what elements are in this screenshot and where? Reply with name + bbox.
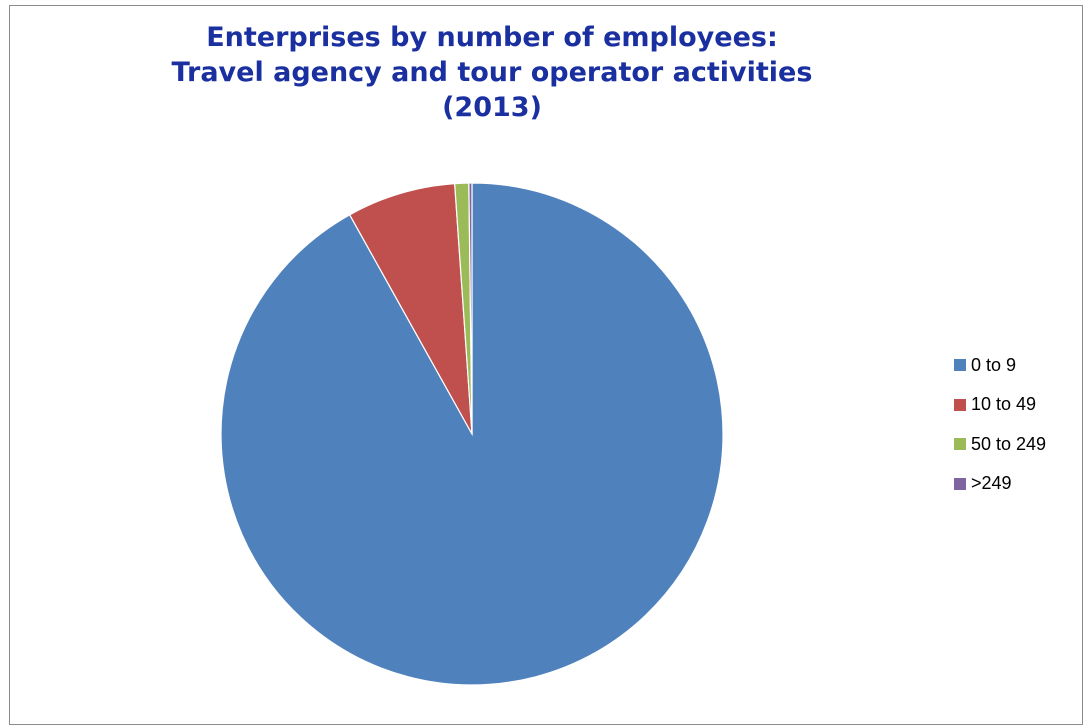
pie-slice-10-to-49	[348, 182, 473, 435]
legend-item-50-to-249: 50 to 249	[954, 434, 1046, 454]
legend-item-over-249: >249	[954, 473, 1046, 494]
legend-label: 0 to 9	[971, 354, 1017, 375]
pie-chart	[220, 182, 724, 686]
legend-item-0-to-9: 0 to 9	[954, 355, 1046, 375]
legend-label: >249	[971, 473, 1012, 493]
legend-swatch	[954, 438, 966, 450]
legend-label: 50 to 249	[971, 433, 1047, 454]
legend-swatch	[954, 398, 966, 411]
chart-title-line-3: (2013)	[442, 92, 542, 123]
chart-frame: Enterprises by number of employees: Trav…	[9, 5, 1083, 725]
legend: 0 to 9 10 to 49 50 to 249 >249	[954, 355, 1046, 513]
legend-swatch	[954, 359, 966, 371]
legend-swatch	[954, 477, 966, 490]
pie-slice-over-249	[468, 182, 473, 435]
legend-item-10-to-49: 10 to 49	[954, 394, 1046, 415]
chart-title: Enterprises by number of employees: Trav…	[10, 20, 974, 125]
chart-title-line-1: Enterprises by number of employees:	[206, 22, 778, 53]
chart-title-line-2: Travel agency and tour operator activiti…	[171, 57, 813, 88]
legend-label: 10 to 49	[971, 394, 1037, 414]
